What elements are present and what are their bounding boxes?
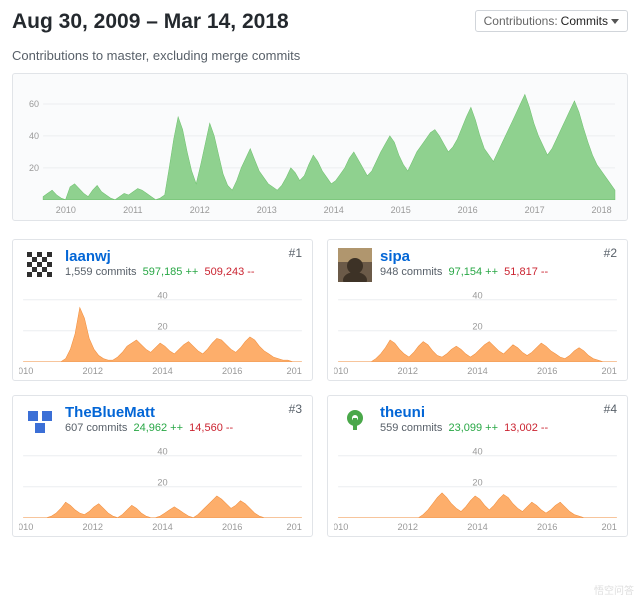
mini-chart: 20 40 2010 2012 2014 2016 201 [328, 288, 627, 380]
additions: 597,185 ++ [143, 266, 199, 278]
svg-text:40: 40 [157, 447, 167, 457]
svg-text:2013: 2013 [257, 205, 277, 215]
dropdown-value: Commits [561, 14, 608, 28]
commit-count: 1,559 commits [65, 266, 137, 278]
deletions: 14,560 -- [189, 422, 233, 434]
svg-text:2016: 2016 [537, 522, 557, 532]
deletions: 51,817 -- [504, 266, 548, 278]
svg-text:2012: 2012 [83, 522, 103, 532]
contributions-dropdown[interactable]: Contributions: Commits [475, 10, 628, 32]
rank-badge: #4 [604, 402, 617, 416]
contributor-card: sipa 948 commits 97,154 ++ 51,817 -- #2 … [327, 239, 628, 381]
subtitle: Contributions to master, excluding merge… [12, 48, 628, 63]
additions: 97,154 ++ [448, 266, 498, 278]
svg-text:2015: 2015 [391, 205, 411, 215]
commit-count: 559 commits [380, 422, 442, 434]
username-link[interactable]: theuni [380, 404, 617, 421]
svg-text:2012: 2012 [398, 366, 418, 376]
avatar[interactable] [23, 404, 57, 438]
svg-text:20: 20 [157, 322, 167, 332]
svg-text:2011: 2011 [123, 205, 142, 215]
svg-text:201: 201 [287, 522, 302, 532]
mini-chart: 20 40 2010 2012 2014 2016 201 [328, 444, 627, 536]
commit-count: 607 commits [65, 422, 127, 434]
svg-text:40: 40 [472, 447, 482, 457]
main-chart: 20 40 60 2010 2011 2012 2013 2014 2015 2016 2017 20… [12, 73, 628, 221]
svg-text:2014: 2014 [152, 522, 172, 532]
deletions: 13,002 -- [504, 422, 548, 434]
svg-text:201: 201 [602, 366, 617, 376]
svg-text:2016: 2016 [222, 522, 242, 532]
username-link[interactable]: laanwj [65, 248, 302, 265]
caret-down-icon [611, 19, 619, 24]
svg-text:2012: 2012 [190, 205, 210, 215]
svg-text:2012: 2012 [83, 366, 103, 376]
svg-text:2014: 2014 [324, 205, 344, 215]
rank-badge: #1 [289, 246, 302, 260]
svg-text:2010: 2010 [19, 522, 33, 532]
dropdown-label: Contributions: [484, 14, 558, 28]
watermark: 悟空问答 [594, 582, 634, 597]
username-link[interactable]: sipa [380, 248, 617, 265]
svg-text:2010: 2010 [56, 205, 76, 215]
additions: 23,099 ++ [448, 422, 498, 434]
svg-text:2010: 2010 [334, 522, 348, 532]
svg-text:2012: 2012 [398, 522, 418, 532]
avatar[interactable] [338, 248, 372, 282]
svg-text:2014: 2014 [467, 522, 487, 532]
svg-text:40: 40 [29, 131, 39, 141]
contributor-card: TheBlueMatt 607 commits 24,962 ++ 14,560… [12, 395, 313, 537]
mini-chart: 20 40 2010 2012 2014 2016 201 [13, 288, 312, 380]
avatar[interactable] [338, 404, 372, 438]
avatar[interactable] [23, 248, 57, 282]
svg-text:20: 20 [157, 478, 167, 488]
svg-text:20: 20 [472, 322, 482, 332]
svg-text:2010: 2010 [19, 366, 33, 376]
deletions: 509,243 -- [204, 266, 254, 278]
svg-text:20: 20 [472, 478, 482, 488]
svg-text:2014: 2014 [467, 366, 487, 376]
svg-text:2014: 2014 [152, 366, 172, 376]
contributor-card: theuni 559 commits 23,099 ++ 13,002 -- #… [327, 395, 628, 537]
svg-text:20: 20 [29, 163, 39, 173]
svg-text:2016: 2016 [222, 366, 242, 376]
username-link[interactable]: TheBlueMatt [65, 404, 302, 421]
additions: 24,962 ++ [133, 422, 183, 434]
svg-text:2017: 2017 [525, 205, 545, 215]
svg-text:201: 201 [287, 366, 302, 376]
stats-line: 559 commits 23,099 ++ 13,002 -- [380, 422, 617, 434]
svg-text:40: 40 [157, 291, 167, 301]
mini-chart: 20 40 2010 2012 2014 2016 201 [13, 444, 312, 536]
svg-text:2016: 2016 [458, 205, 478, 215]
date-range: Aug 30, 2009 – Mar 14, 2018 [12, 10, 289, 34]
commit-count: 948 commits [380, 266, 442, 278]
svg-text:60: 60 [29, 99, 39, 109]
stats-line: 607 commits 24,962 ++ 14,560 -- [65, 422, 302, 434]
stats-line: 948 commits 97,154 ++ 51,817 -- [380, 266, 617, 278]
rank-badge: #2 [604, 246, 617, 260]
rank-badge: #3 [289, 402, 302, 416]
svg-text:2016: 2016 [537, 366, 557, 376]
contributor-card: laanwj 1,559 commits 597,185 ++ 509,243 … [12, 239, 313, 381]
svg-text:201: 201 [602, 522, 617, 532]
stats-line: 1,559 commits 597,185 ++ 509,243 -- [65, 266, 302, 278]
svg-text:2018: 2018 [592, 205, 612, 215]
svg-text:40: 40 [472, 291, 482, 301]
svg-text:2010: 2010 [334, 366, 348, 376]
